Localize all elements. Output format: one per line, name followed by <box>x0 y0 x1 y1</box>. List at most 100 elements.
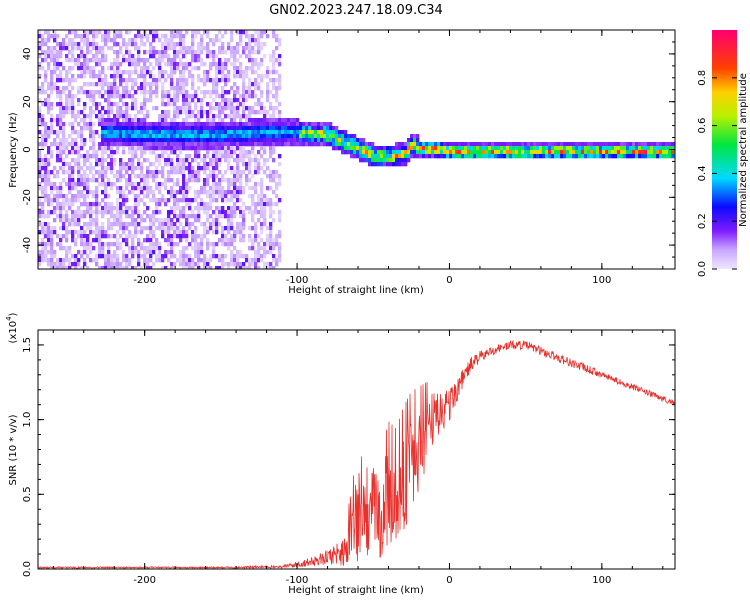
spectrogram-cell <box>41 230 45 235</box>
spectrogram-cell <box>662 154 666 159</box>
spectrogram-cell <box>272 66 276 71</box>
spectrogram-cell <box>158 158 162 163</box>
spectrogram-cell <box>83 234 87 239</box>
spectrogram-cell <box>242 202 246 207</box>
spectrogram-cell <box>488 154 492 159</box>
spectrogram-cell <box>590 146 594 151</box>
spectrogram-cell <box>236 162 240 167</box>
spectrogram-cell <box>194 206 198 211</box>
spectrogram-cell <box>215 158 219 163</box>
spectrogram-cell <box>557 146 561 151</box>
spectrogram-cell <box>164 46 168 51</box>
spectrogram-cell <box>113 90 117 95</box>
spectrogram-cell <box>116 66 120 71</box>
spectrogram-cell <box>497 146 501 151</box>
spectrogram-cell <box>116 58 120 63</box>
spectrogram-cell <box>179 230 183 235</box>
spectrogram-cell <box>263 134 267 139</box>
spectrogram-cell <box>413 134 417 139</box>
spectrogram-cell <box>206 138 210 143</box>
spectrogram-cell <box>470 142 474 147</box>
spectrogram-cell <box>263 242 267 247</box>
spectrogram-cell <box>59 258 63 263</box>
spectrogram-cell <box>80 266 84 269</box>
spectrogram-cell <box>215 230 219 235</box>
spectrogram-cell <box>218 210 222 215</box>
spectrogram-cell <box>149 94 153 99</box>
spectrogram-cell <box>185 130 189 135</box>
spectrogram-cell <box>44 198 48 203</box>
spectrogram-cell <box>395 146 399 151</box>
spectrogram-cell <box>260 210 264 215</box>
spectrogram-cell <box>191 222 195 227</box>
spectrogram-cell <box>275 58 279 63</box>
spectrogram-cell <box>209 158 213 163</box>
spectrogram-cell <box>257 34 261 39</box>
spectrogram-cell <box>245 42 249 47</box>
spectrogram-cell <box>107 38 111 43</box>
spectrogram-cell <box>206 70 210 75</box>
spectrogram-cell <box>251 118 255 123</box>
spectrogram-cell <box>188 214 192 219</box>
spectrogram-cell <box>263 214 267 219</box>
spectrogram-cell <box>50 230 54 235</box>
spectrogram-cell <box>146 114 150 119</box>
spectrogram-cell <box>80 54 84 59</box>
spectrogram-cell <box>539 154 543 159</box>
spectrogram-cell <box>515 146 519 151</box>
spectrogram-cell <box>272 142 276 147</box>
spectrogram-cell <box>65 194 69 199</box>
spectrogram-cell <box>305 142 309 147</box>
spectrogram-cell <box>47 46 51 51</box>
spectrogram-cell <box>668 142 672 147</box>
spectrogram-cell <box>569 150 573 155</box>
spectrogram-cell <box>167 174 171 179</box>
spectrogram-cell <box>158 246 162 251</box>
spectrogram-cell <box>119 206 123 211</box>
spectrogram-cell <box>59 46 63 51</box>
spectrogram-cell <box>188 114 192 119</box>
spectrogram-cell <box>131 158 135 163</box>
spectrogram-cell <box>74 78 78 83</box>
spectrogram-cell <box>119 46 123 51</box>
spectrogram-cell <box>134 62 138 67</box>
spectrogram-cell <box>62 110 66 115</box>
spectrogram-cell <box>434 150 438 155</box>
spectrogram-cell <box>41 66 45 71</box>
spectrogram-cell <box>491 150 495 155</box>
spectrogram-cell <box>68 170 72 175</box>
spectrogram-cell <box>110 226 114 231</box>
spectrogram-cell <box>122 194 126 199</box>
spectrogram-cell <box>230 178 234 183</box>
spectrogram-cell <box>176 42 180 47</box>
spectrogram-cell <box>449 154 453 159</box>
spectrogram-cell <box>221 150 225 155</box>
spectrogram-cell <box>257 102 261 107</box>
spectrogram-cell <box>410 146 414 151</box>
spectrogram-cell <box>152 30 156 35</box>
spectrogram-cell <box>167 58 171 63</box>
spectrogram-cell <box>101 118 105 123</box>
spectrogram-cell <box>104 78 108 83</box>
spectrogram-cell <box>524 146 528 151</box>
spectrogram-cell <box>95 102 99 107</box>
spectrogram-cell <box>386 158 390 163</box>
spectrogram-cell <box>203 162 207 167</box>
spectrogram-cell <box>251 150 255 155</box>
spectrogram-cell <box>149 254 153 259</box>
spectrogram-cell <box>158 254 162 259</box>
spectrogram-cell <box>173 138 177 143</box>
spectrogram-cell <box>56 258 60 263</box>
spectrogram-cell <box>110 74 114 79</box>
spectrogram-cell <box>125 258 129 263</box>
spectrogram-cell <box>77 206 81 211</box>
spectrogram-cell <box>65 138 69 143</box>
spectrogram-cell <box>140 102 144 107</box>
spectrogram-cell <box>266 134 270 139</box>
spectrogram-cell <box>194 58 198 63</box>
spectrogram-cell <box>188 242 192 247</box>
spectrogram-cell <box>128 258 132 263</box>
spectrogram-cell <box>257 250 261 255</box>
spectrogram-cell <box>266 202 270 207</box>
spectrogram-cell <box>440 150 444 155</box>
